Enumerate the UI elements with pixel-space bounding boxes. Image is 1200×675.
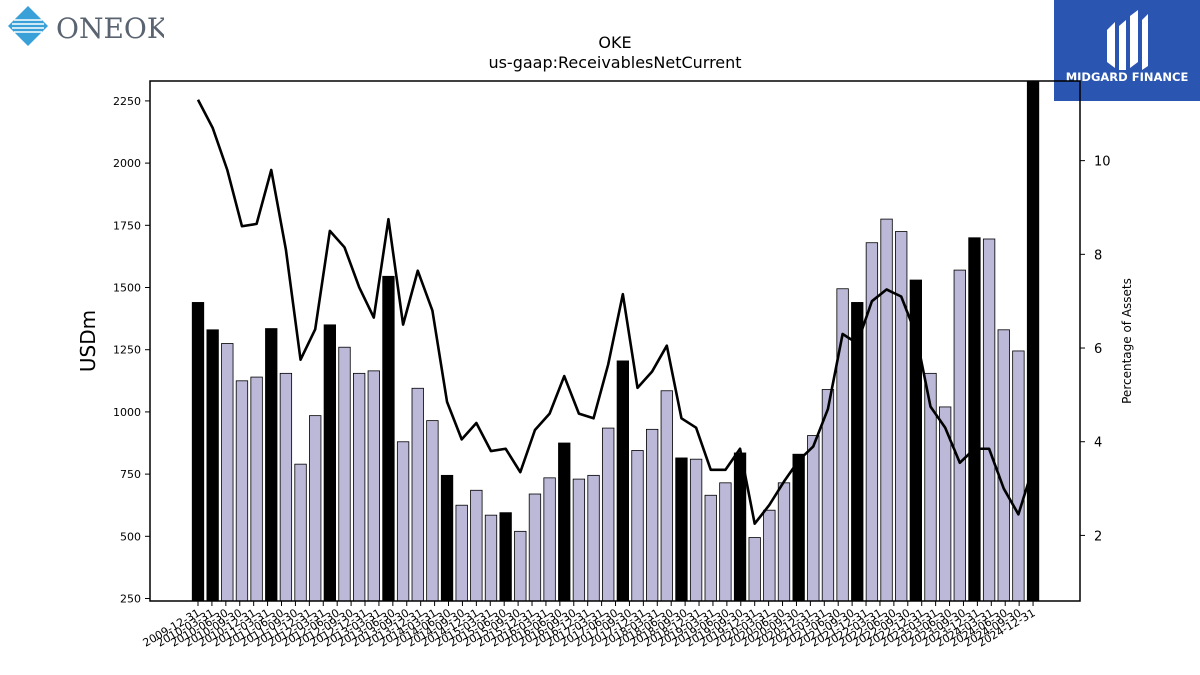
y2-axis: 2 4 6 8 10 [1080, 155, 1111, 544]
chart-title: OKE [598, 33, 631, 52]
bar [631, 450, 644, 602]
midgard-logo-text: MIDGARD FINANCE [1066, 70, 1189, 84]
bar [777, 482, 791, 602]
oneok-logo: ONEOK [4, 4, 169, 50]
bar [587, 474, 600, 602]
x-axis: 2009-12-312010-03-312010-06-302010-09-30… [141, 601, 1038, 650]
plot-frame [149, 80, 1081, 602]
y-tick-label: 1000 [113, 406, 141, 419]
bar [895, 231, 908, 602]
y2-tick-label: 6 [1094, 342, 1102, 357]
bar [294, 463, 307, 602]
bar [968, 237, 981, 602]
bar [514, 530, 527, 602]
bar [426, 420, 439, 602]
bar [602, 427, 615, 602]
bar [191, 302, 205, 602]
bar [279, 372, 293, 602]
midgard-mark-icon [1107, 10, 1148, 70]
percentage-line [196, 99, 1035, 526]
bar [689, 458, 703, 602]
bar [572, 478, 586, 602]
oneok-diamond-icon [8, 6, 48, 46]
bar [484, 514, 498, 602]
bar [807, 435, 820, 602]
bar [646, 428, 659, 602]
bar [616, 360, 629, 602]
y-tick-label: 1750 [113, 219, 141, 232]
y-tick-label: 750 [120, 468, 141, 481]
bar [367, 370, 380, 602]
bar [543, 477, 556, 602]
bar [250, 376, 263, 602]
bar [221, 343, 234, 602]
bar [675, 457, 688, 602]
bar [470, 489, 483, 602]
bar [206, 329, 219, 602]
y-tick-label: 1250 [113, 344, 141, 357]
y2-tick-label: 8 [1094, 248, 1102, 263]
bar [763, 509, 776, 602]
y-tick-label: 2000 [113, 157, 141, 170]
bar [382, 275, 395, 602]
line-layer [196, 99, 1035, 526]
bar [411, 387, 424, 602]
bar [880, 218, 893, 602]
midgard-finance-logo: MIDGARD FINANCE [1054, 0, 1200, 101]
bar [792, 453, 805, 602]
y-tick-label: 2250 [113, 95, 141, 108]
bar [982, 238, 996, 602]
bar [997, 329, 1010, 602]
bar [440, 474, 454, 602]
y-tick-label: 250 [120, 593, 141, 606]
bar [719, 482, 732, 602]
bar [558, 442, 571, 602]
y-axis: 250 500 750 1000 1250 1500 1750 2000 2250 [113, 95, 150, 606]
bar [309, 415, 322, 602]
bar [323, 324, 337, 602]
y2-tick-label: 4 [1094, 436, 1102, 451]
oneok-logo-text: ONEOK [56, 12, 164, 45]
bar [748, 537, 761, 602]
y2-tick-label: 10 [1094, 155, 1111, 170]
bar [499, 512, 512, 602]
bar [660, 390, 673, 602]
bar [455, 504, 468, 602]
bar [909, 279, 922, 602]
bar [1012, 350, 1025, 602]
chart-subtitle: us-gaap:ReceivablesNetCurrent [488, 53, 741, 72]
y2-axis-label: Percentage of Assets [1120, 278, 1134, 404]
y-tick-label: 500 [120, 530, 141, 543]
bar [953, 269, 966, 602]
bar [851, 302, 864, 602]
bar [265, 328, 278, 602]
bar [528, 493, 542, 602]
y-axis-label: USDm [76, 310, 100, 372]
bar [704, 494, 717, 602]
bar [1026, 80, 1040, 602]
y-tick-label: 1500 [113, 282, 141, 295]
bars-layer [191, 80, 1040, 602]
bar [235, 380, 249, 602]
bar [338, 346, 351, 602]
bar [396, 441, 410, 602]
bar [352, 372, 366, 602]
y2-tick-label: 2 [1094, 529, 1102, 544]
